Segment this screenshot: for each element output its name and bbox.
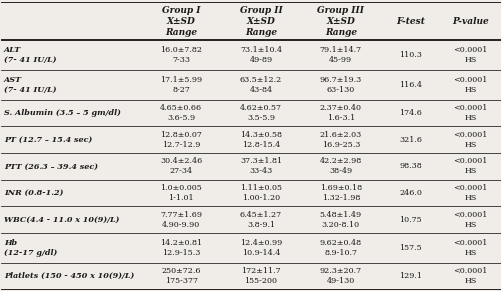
Text: 14.3±0.58
12.8-15.4: 14.3±0.58 12.8-15.4 <box>239 131 282 149</box>
Text: 17.1±5.99
8-27: 17.1±5.99 8-27 <box>160 76 202 94</box>
Text: 1.0±0.005
1-1.01: 1.0±0.005 1-1.01 <box>160 184 201 202</box>
Text: <0.0001
HS: <0.0001 HS <box>452 211 487 228</box>
Text: 250±72.6
175-377: 250±72.6 175-377 <box>161 267 200 285</box>
Text: 42.2±2.98
38-49: 42.2±2.98 38-49 <box>319 157 361 175</box>
Text: <0.0001
HS: <0.0001 HS <box>452 157 487 175</box>
Text: <0.0001
HS: <0.0001 HS <box>452 131 487 149</box>
Text: 1.69±0.18
1.32-1.98: 1.69±0.18 1.32-1.98 <box>319 184 361 202</box>
Text: 14.2±0.81
12.9-15.3: 14.2±0.81 12.9-15.3 <box>160 239 202 257</box>
Text: INR (0.8-1.2): INR (0.8-1.2) <box>4 189 63 197</box>
Text: <0.0001
HS: <0.0001 HS <box>452 104 487 122</box>
Text: 96.7±19.3
63-130: 96.7±19.3 63-130 <box>319 76 361 94</box>
Text: 12.8±0.07
12.7-12.9: 12.8±0.07 12.7-12.9 <box>160 131 201 149</box>
Text: Platlets (150 - 450 x 10(9)/L): Platlets (150 - 450 x 10(9)/L) <box>4 272 134 280</box>
Text: 79.1±14.7
45-99: 79.1±14.7 45-99 <box>319 46 361 64</box>
Text: F-test: F-test <box>395 17 424 26</box>
Text: <0.0001
HS: <0.0001 HS <box>452 46 487 64</box>
Text: <0.0001
HS: <0.0001 HS <box>452 239 487 257</box>
Text: 116.4: 116.4 <box>398 81 421 89</box>
Text: 16.0±7.82
7-33: 16.0±7.82 7-33 <box>160 46 202 64</box>
Text: Hb
(12-17 g/dl): Hb (12-17 g/dl) <box>4 239 57 257</box>
Text: 21.6±2.03
16.9-25.3: 21.6±2.03 16.9-25.3 <box>319 131 361 149</box>
Text: P-value: P-value <box>451 17 488 26</box>
Text: 12.4±0.99
10.9-14.4: 12.4±0.99 10.9-14.4 <box>239 239 282 257</box>
Text: 110.3: 110.3 <box>398 51 421 59</box>
Text: PTT (26.3 – 39.4 sec): PTT (26.3 – 39.4 sec) <box>4 162 98 170</box>
Text: 30.4±2.46
27-34: 30.4±2.46 27-34 <box>160 157 202 175</box>
Text: 5.48±1.49
3.20-8.10: 5.48±1.49 3.20-8.10 <box>319 211 361 228</box>
Text: WBC(4.4 - 11.0 x 10(9)/L): WBC(4.4 - 11.0 x 10(9)/L) <box>4 216 119 224</box>
Text: <0.0001
HS: <0.0001 HS <box>452 184 487 202</box>
Text: Group I
X±SD
Range: Group I X±SD Range <box>161 6 200 37</box>
Text: 6.45±1.27
3.8-9.1: 6.45±1.27 3.8-9.1 <box>239 211 282 228</box>
Text: 98.38: 98.38 <box>399 162 421 170</box>
Text: 321.6: 321.6 <box>398 136 421 144</box>
Text: 172±11.7
155-200: 172±11.7 155-200 <box>240 267 280 285</box>
Text: AST
(7- 41 IU/L): AST (7- 41 IU/L) <box>4 76 56 94</box>
Text: PT (12.7 – 15.4 sec): PT (12.7 – 15.4 sec) <box>4 136 92 144</box>
Text: 129.1: 129.1 <box>398 272 421 280</box>
Text: 2.37±0.40
1.6-3.1: 2.37±0.40 1.6-3.1 <box>319 104 361 122</box>
Text: ALT
(7- 41 IU/L): ALT (7- 41 IU/L) <box>4 46 56 64</box>
Text: 7.77±1.69
4.90-9.90: 7.77±1.69 4.90-9.90 <box>160 211 202 228</box>
Text: 10.75: 10.75 <box>399 216 421 224</box>
Text: 174.6: 174.6 <box>398 109 421 117</box>
Text: 73.1±10.4
49-89: 73.1±10.4 49-89 <box>239 46 282 64</box>
Text: 63.5±12.2
43-84: 63.5±12.2 43-84 <box>239 76 282 94</box>
Text: 92.3±20.7
49-130: 92.3±20.7 49-130 <box>319 267 361 285</box>
Text: 37.3±1.81
33-43: 37.3±1.81 33-43 <box>239 157 282 175</box>
Text: 1.11±0.05
1.00-1.20: 1.11±0.05 1.00-1.20 <box>239 184 282 202</box>
Text: <0.0001
HS: <0.0001 HS <box>452 267 487 285</box>
Text: 4.65±0.66
3.6-5.9: 4.65±0.66 3.6-5.9 <box>160 104 202 122</box>
Text: 4.62±0.57
3.5-5.9: 4.62±0.57 3.5-5.9 <box>239 104 282 122</box>
Text: S. Albumin (3.5 – 5 gm/dl): S. Albumin (3.5 – 5 gm/dl) <box>4 109 121 117</box>
Text: Group III
X±SD
Range: Group III X±SD Range <box>317 6 364 37</box>
Text: <0.0001
HS: <0.0001 HS <box>452 76 487 94</box>
Text: 246.0: 246.0 <box>398 189 421 197</box>
Text: 157.5: 157.5 <box>399 244 421 252</box>
Text: 9.62±0.48
8.9-10.7: 9.62±0.48 8.9-10.7 <box>319 239 361 257</box>
Text: Group II
X±SD
Range: Group II X±SD Range <box>239 6 282 37</box>
